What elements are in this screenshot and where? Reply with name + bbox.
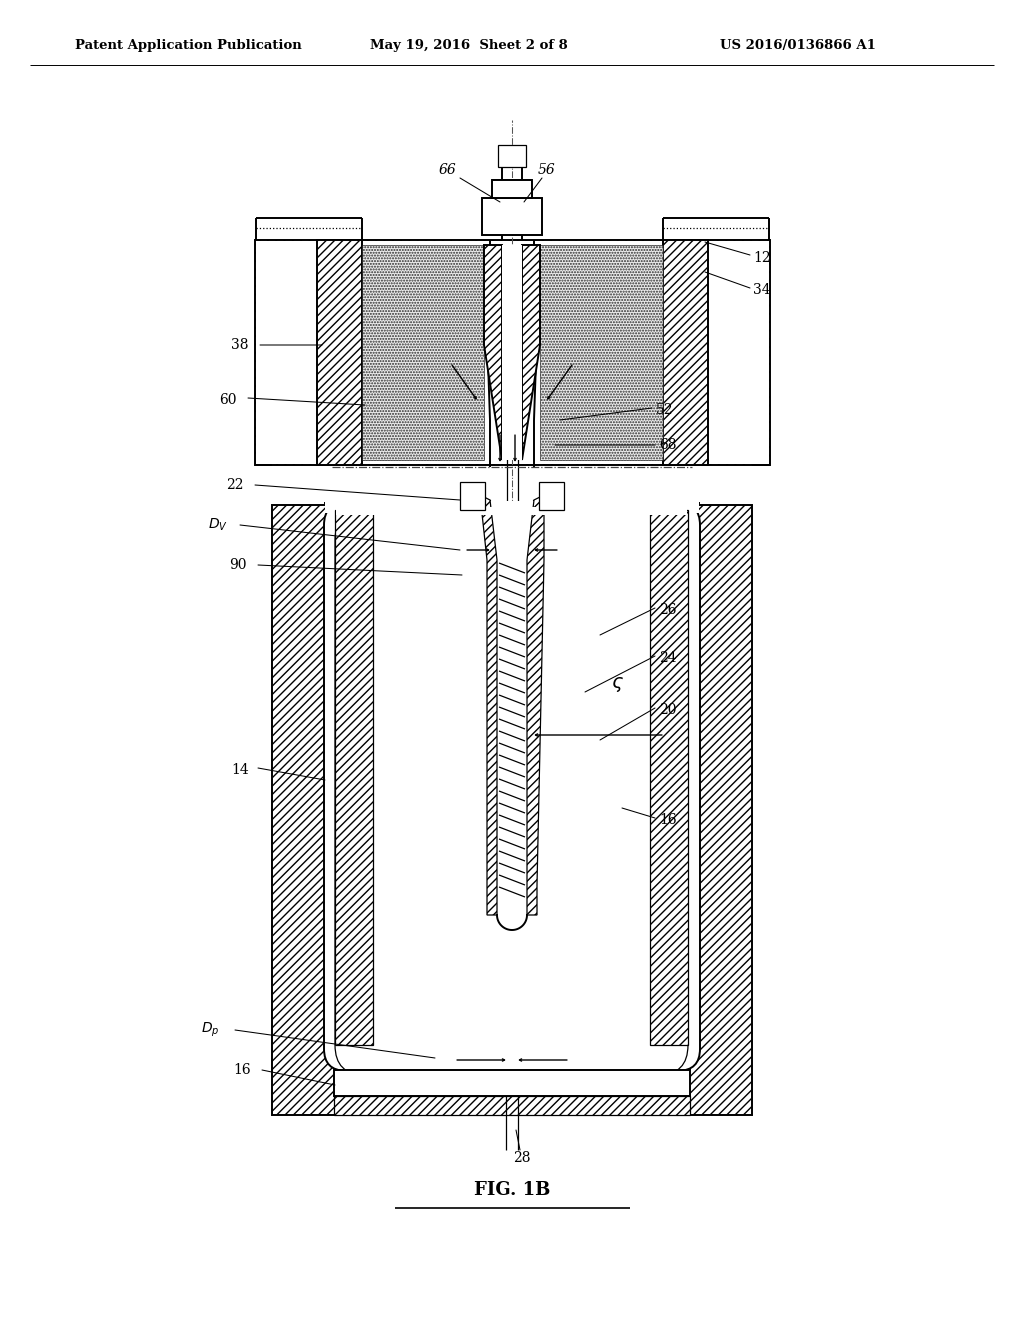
Bar — [498, 145, 526, 168]
Text: 26: 26 — [659, 603, 677, 616]
Text: Patent Application Publication: Patent Application Publication — [75, 38, 302, 51]
Text: 38: 38 — [231, 338, 249, 352]
Text: 66: 66 — [438, 162, 456, 177]
Polygon shape — [502, 246, 522, 459]
Bar — [255, 240, 770, 465]
Bar — [325, 502, 699, 513]
Text: 28: 28 — [513, 1151, 530, 1166]
Bar — [362, 246, 484, 459]
Bar — [540, 246, 663, 459]
Polygon shape — [480, 495, 497, 915]
FancyBboxPatch shape — [335, 510, 688, 1074]
Text: FIG. 1B: FIG. 1B — [474, 1181, 550, 1199]
Bar — [460, 482, 485, 510]
Bar — [539, 482, 564, 510]
Text: 14: 14 — [231, 763, 249, 777]
FancyBboxPatch shape — [324, 503, 700, 1071]
Bar — [650, 510, 688, 1045]
Bar — [334, 1096, 690, 1115]
Text: $\varsigma$: $\varsigma$ — [610, 676, 624, 694]
Bar — [663, 240, 708, 465]
Bar — [336, 507, 687, 515]
Bar — [482, 198, 542, 235]
Bar — [334, 1071, 690, 1096]
Text: 68: 68 — [659, 438, 677, 451]
Text: 16: 16 — [233, 1063, 251, 1077]
Bar — [335, 510, 373, 1045]
Text: 24: 24 — [659, 651, 677, 665]
Text: 20: 20 — [659, 704, 677, 717]
Text: $D_V$: $D_V$ — [208, 517, 228, 533]
Bar — [492, 180, 532, 198]
Text: May 19, 2016  Sheet 2 of 8: May 19, 2016 Sheet 2 of 8 — [370, 38, 567, 51]
Text: US 2016/0136866 A1: US 2016/0136866 A1 — [720, 38, 876, 51]
Text: 34: 34 — [754, 282, 771, 297]
Text: 56: 56 — [539, 162, 556, 177]
Text: 52: 52 — [656, 403, 674, 417]
Bar — [317, 240, 362, 465]
Polygon shape — [522, 246, 540, 459]
Text: 60: 60 — [219, 393, 237, 407]
Bar — [498, 560, 526, 900]
Text: 12: 12 — [754, 251, 771, 265]
Polygon shape — [484, 246, 502, 459]
Bar — [272, 506, 752, 1115]
Bar — [256, 242, 769, 465]
Text: 90: 90 — [229, 558, 247, 572]
Text: 16: 16 — [659, 813, 677, 828]
Text: $D_p$: $D_p$ — [201, 1020, 219, 1039]
Text: 22: 22 — [226, 478, 244, 492]
Polygon shape — [527, 495, 544, 915]
